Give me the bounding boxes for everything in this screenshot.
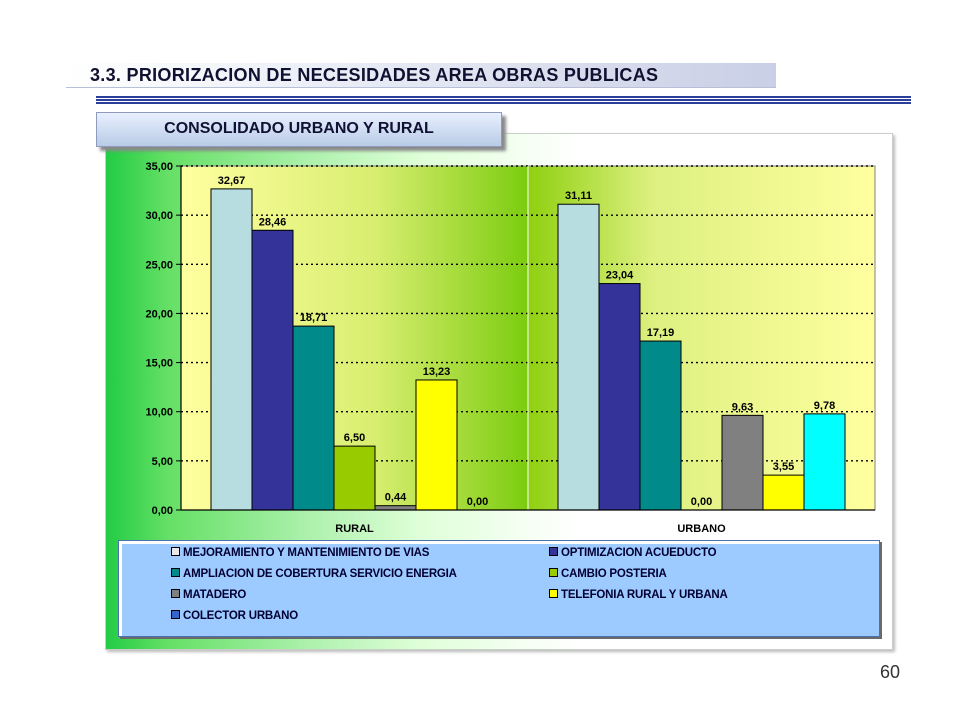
- bar: [292, 325, 335, 511]
- bar: [639, 340, 682, 511]
- bar: [374, 505, 417, 511]
- chart-legend: MEJORAMIENTO Y MANTENIMIENTO DE VIAS OPTI…: [118, 540, 880, 637]
- bar-chart: 0,00 5,00 10,00 15,00 20,00 25,00 30,00 35,00 32…: [145, 161, 876, 535]
- page-title: 3.3. PRIORIZACION DE NECESIDADES AREA OB…: [90, 65, 659, 85]
- legend-swatch: [171, 610, 180, 620]
- legend-swatch: [171, 547, 180, 557]
- x-category-label: URBANO: [677, 523, 726, 535]
- legend-label: OPTIMIZACION ACUEDUCTO: [561, 547, 717, 559]
- legend-item: TELEFONIA RURAL Y URBANA: [549, 589, 728, 601]
- bar: [557, 203, 600, 511]
- data-label: 9,63: [732, 401, 753, 413]
- data-label: 0,00: [467, 496, 488, 508]
- legend-swatch: [549, 589, 558, 599]
- bar: [762, 474, 805, 511]
- legend-label: TELEFONIA RURAL Y URBANA: [561, 589, 728, 601]
- data-label: 31,11: [565, 190, 592, 202]
- y-tick-label: 20,00: [145, 308, 173, 320]
- data-label: 17,19: [647, 327, 675, 339]
- chart-subtitle: CONSOLIDADO URBANO Y RURAL: [164, 120, 434, 137]
- y-tick-label: 10,00: [145, 407, 173, 419]
- legend-label: MEJORAMIENTO Y MANTENIMIENTO DE VIAS: [183, 547, 430, 559]
- bar: [210, 188, 253, 511]
- data-label: 18,71: [300, 312, 328, 324]
- y-tick-label: 25,00: [145, 259, 173, 271]
- legend-item: AMPLIACION DE COBERTURA SERVICIO ENERGIA: [171, 568, 457, 580]
- data-label: 28,46: [259, 216, 287, 228]
- legend-swatch: [171, 568, 180, 578]
- title-bar: 3.3. PRIORIZACION DE NECESIDADES AREA OB…: [66, 63, 776, 88]
- data-label: 32,67: [218, 175, 246, 187]
- legend-swatch: [171, 589, 180, 599]
- bar: [598, 283, 641, 511]
- page-number: 60: [880, 662, 901, 682]
- legend-item: COLECTOR URBANO: [171, 610, 298, 622]
- x-category-label: RURAL: [335, 523, 374, 535]
- legend-item: OPTIMIZACION ACUEDUCTO: [549, 547, 717, 559]
- bar: [415, 379, 458, 511]
- y-tick-label: 15,00: [145, 358, 173, 370]
- chart-subtitle-box: CONSOLIDADO URBANO Y RURAL: [96, 112, 502, 147]
- bar: [333, 445, 376, 511]
- legend-label: CAMBIO POSTERIA: [561, 568, 667, 580]
- y-tick-label: 30,00: [145, 210, 173, 222]
- legend-item: CAMBIO POSTERIA: [549, 568, 667, 580]
- legend-label: MATADERO: [183, 589, 247, 601]
- y-tick-label: 5,00: [152, 456, 173, 468]
- data-label: 23,04: [606, 270, 634, 282]
- data-label: 6,50: [344, 432, 365, 444]
- title-underline: [96, 96, 911, 104]
- data-label: 0,44: [385, 492, 407, 504]
- data-label: 9,78: [814, 400, 835, 412]
- legend-label: COLECTOR URBANO: [183, 610, 298, 622]
- data-label: 0,00: [691, 496, 712, 508]
- legend-swatch: [549, 547, 558, 557]
- legend-item: MATADERO: [171, 589, 246, 601]
- legend-item: MEJORAMIENTO Y MANTENIMIENTO DE VIAS: [171, 547, 429, 559]
- bar: [721, 414, 764, 511]
- bar: [803, 413, 846, 511]
- y-tick-label: 0,00: [152, 505, 173, 517]
- bar: [251, 229, 294, 511]
- legend-swatch: [549, 568, 558, 578]
- legend-label: AMPLIACION DE COBERTURA SERVICIO ENERGIA: [183, 568, 457, 580]
- y-tick-label: 35,00: [145, 161, 173, 173]
- data-label: 3,55: [773, 461, 794, 473]
- data-label: 13,23: [423, 366, 451, 378]
